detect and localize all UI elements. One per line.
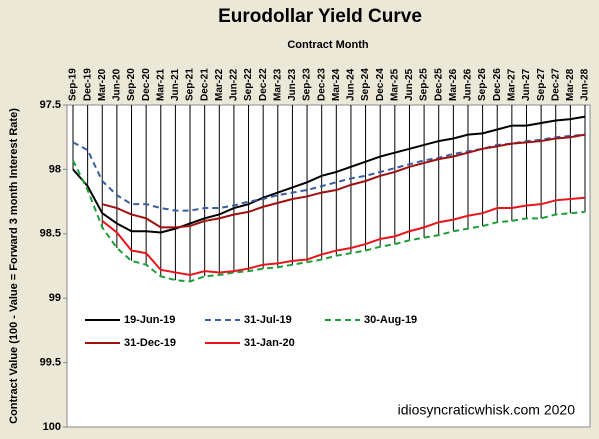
y-tick-label: 98.5 [40,228,61,240]
x-tick-label: Dec-21 [199,68,210,101]
legend-label: 30-Aug-19 [364,314,417,326]
chart-title: Eurodollar Yield Curve [218,6,422,27]
y-tick-label: 99 [49,292,61,304]
x-tick-label: Dec-19 [82,68,93,101]
x-tick-label: Sep-27 [536,68,547,101]
x-tick-label: Jun-26 [463,68,474,101]
x-tick-label: Sep-25 [419,68,430,101]
x-tick-label: Jun-27 [521,68,532,101]
x-tick-label: Mar-20 [97,68,108,101]
x-tick-label: Dec-22 [258,68,269,101]
x-tick-label: Mar-28 [565,68,576,101]
legend-label: 19-Jun-19 [124,314,175,326]
x-tick-label: Sep-23 [302,68,313,101]
x-tick-label: Mar-23 [272,68,283,101]
x-tick-label: Dec-27 [550,68,561,101]
x-tick-label: Mar-24 [331,68,342,101]
y-axis-label: Contract Value (100 - Value = Forward 3 … [8,108,20,424]
x-tick-label: Jun-22 [229,68,240,101]
x-tick-label: Mar-22 [214,68,225,101]
x-tick-label: Dec-23 [316,68,327,101]
x-tick-label: Sep-24 [360,68,371,101]
x-tick-label: Dec-25 [433,68,444,101]
y-tick-label: 98 [49,163,61,175]
legend-label: 31-Dec-19 [124,337,176,349]
legend-label: 31-Jan-20 [244,337,295,349]
x-tick-label: Jun-24 [346,68,357,101]
annotation: idiosyncraticwhisk.com 2020 [398,402,576,418]
x-tick-label: Jun-28 [580,68,591,101]
legend-label: 31-Jul-19 [244,314,292,326]
series-line [101,196,586,277]
x-tick-label: Sep-19 [68,68,79,101]
x-axis-label: Contract Month [287,39,369,51]
x-tick-label: Dec-26 [492,68,503,101]
x-tick-label: Jun-20 [112,68,123,101]
series-line [72,115,586,234]
x-tick-label: Mar-27 [506,68,517,101]
y-tick-label: 99.5 [40,357,61,369]
x-tick-label: Sep-22 [243,68,254,101]
x-tick-label: Dec-20 [141,68,152,101]
series-line [72,133,586,212]
plot-area [66,104,591,428]
y-tick-label: 100 [43,421,61,433]
x-tick-label: Sep-21 [185,68,196,101]
x-tick-label: Sep-20 [126,68,137,101]
x-tick-label: Jun-25 [404,68,415,101]
x-tick-label: Jun-21 [170,68,181,101]
x-tick-label: Mar-26 [448,68,459,101]
x-tick-label: Sep-26 [477,68,488,101]
x-tick-label: Mar-25 [389,68,400,101]
y-tick-label: 97.5 [40,99,61,111]
series-line [102,133,586,229]
x-tick-label: Jun-23 [287,68,298,101]
x-tick-label: Dec-24 [375,68,386,101]
series-line [72,159,586,283]
x-tick-label: Mar-21 [155,68,166,101]
